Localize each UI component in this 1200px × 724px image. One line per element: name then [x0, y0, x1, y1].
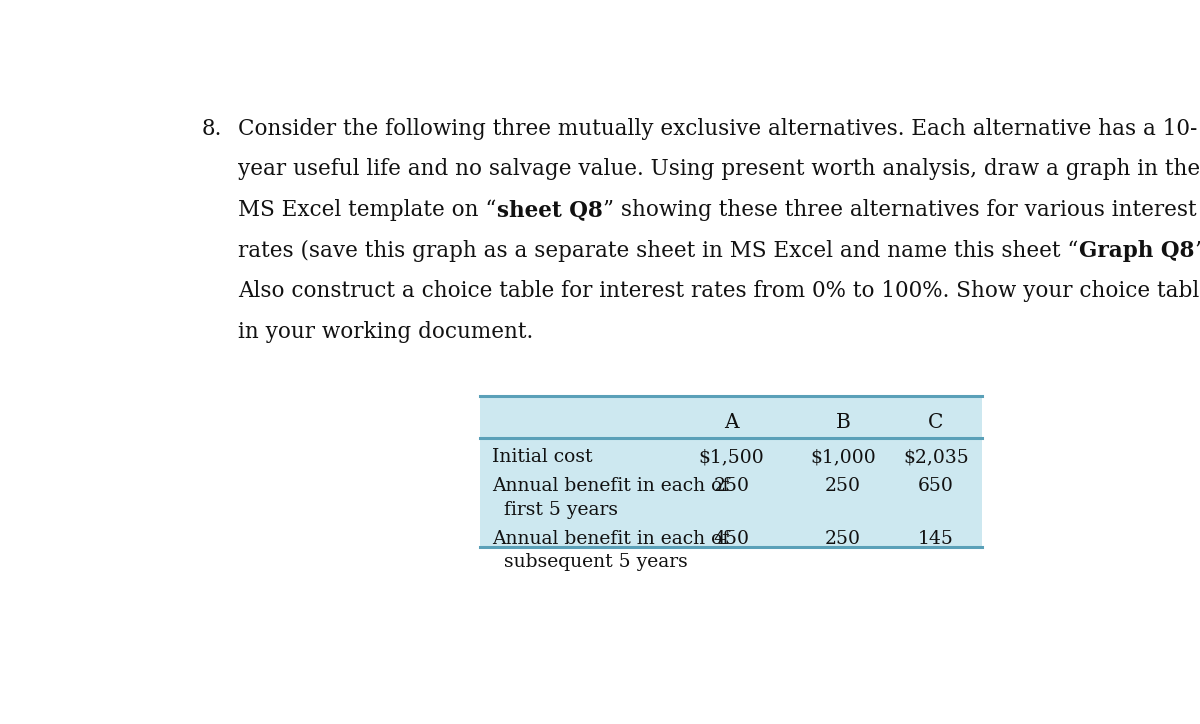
Text: Annual benefit in each of: Annual benefit in each of — [492, 477, 730, 495]
Text: Consider the following three mutually exclusive alternatives. Each alternative h: Consider the following three mutually ex… — [239, 117, 1198, 140]
Text: first 5 years: first 5 years — [492, 500, 618, 518]
Text: rates (save this graph as a separate sheet in MS Excel and name this sheet “: rates (save this graph as a separate she… — [239, 240, 1079, 261]
Text: ”).: ”). — [1194, 240, 1200, 261]
FancyBboxPatch shape — [480, 396, 983, 547]
Text: Annual benefit in each of: Annual benefit in each of — [492, 529, 730, 547]
Text: 8.: 8. — [202, 117, 222, 140]
Text: MS Excel template on “: MS Excel template on “ — [239, 199, 497, 221]
Text: 450: 450 — [713, 529, 749, 547]
Text: subsequent 5 years: subsequent 5 years — [492, 553, 688, 571]
Text: $1,000: $1,000 — [810, 448, 876, 466]
Text: year useful life and no salvage value. Using present worth analysis, draw a grap: year useful life and no salvage value. U… — [239, 159, 1200, 180]
Text: Also construct a choice table for interest rates from 0% to 100%. Show your choi: Also construct a choice table for intere… — [239, 280, 1200, 303]
Text: $1,500: $1,500 — [698, 448, 764, 466]
Text: A: A — [724, 413, 738, 432]
Text: in your working document.: in your working document. — [239, 321, 534, 343]
Text: ” showing these three alternatives for various interest: ” showing these three alternatives for v… — [602, 199, 1196, 221]
Text: Initial cost: Initial cost — [492, 448, 593, 466]
Text: sheet Q8: sheet Q8 — [497, 199, 602, 221]
Text: 250: 250 — [824, 477, 860, 495]
Text: B: B — [835, 413, 851, 432]
Text: 145: 145 — [918, 529, 954, 547]
Text: C: C — [928, 413, 943, 432]
Text: $2,035: $2,035 — [902, 448, 968, 466]
Text: Graph Q8: Graph Q8 — [1079, 240, 1194, 261]
Text: 250: 250 — [713, 477, 749, 495]
Text: 650: 650 — [918, 477, 954, 495]
Text: 250: 250 — [824, 529, 860, 547]
